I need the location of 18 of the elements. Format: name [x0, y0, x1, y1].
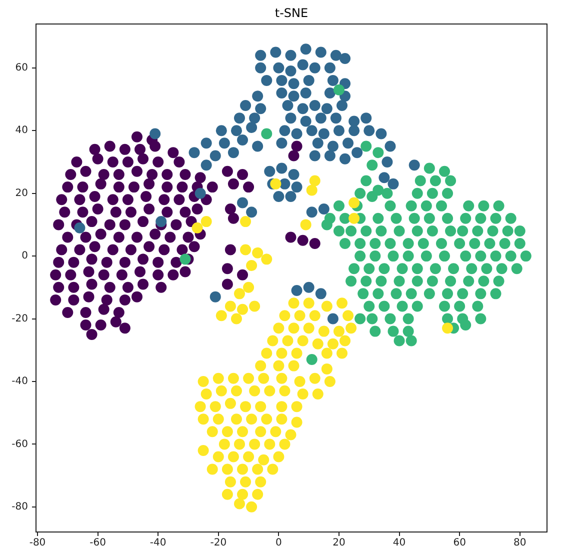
- y-tick-label: 40: [15, 125, 28, 136]
- y-tick-label: 20: [15, 188, 28, 199]
- x-tick-label: -20: [210, 538, 227, 549]
- y-tick-label: -60: [12, 438, 28, 450]
- x-tick-label: -60: [90, 538, 106, 549]
- y-tick-label: -80: [12, 502, 28, 513]
- chart-title: t-SNE: [274, 6, 308, 20]
- x-tick-label: -80: [29, 538, 46, 549]
- x-tick-label: 80: [514, 538, 526, 549]
- y-tick-label: -20: [12, 313, 28, 324]
- x-tick-label: -40: [150, 538, 166, 549]
- x-tick-label: 0: [276, 538, 282, 549]
- y-tick-label: 60: [15, 62, 28, 74]
- x-tick-label: 20: [332, 538, 346, 549]
- y-tick-label: 0: [22, 250, 28, 262]
- x-tick-label: 40: [392, 538, 406, 549]
- x-tick-label: 60: [453, 538, 466, 549]
- y-tick-label: -40: [12, 376, 28, 388]
